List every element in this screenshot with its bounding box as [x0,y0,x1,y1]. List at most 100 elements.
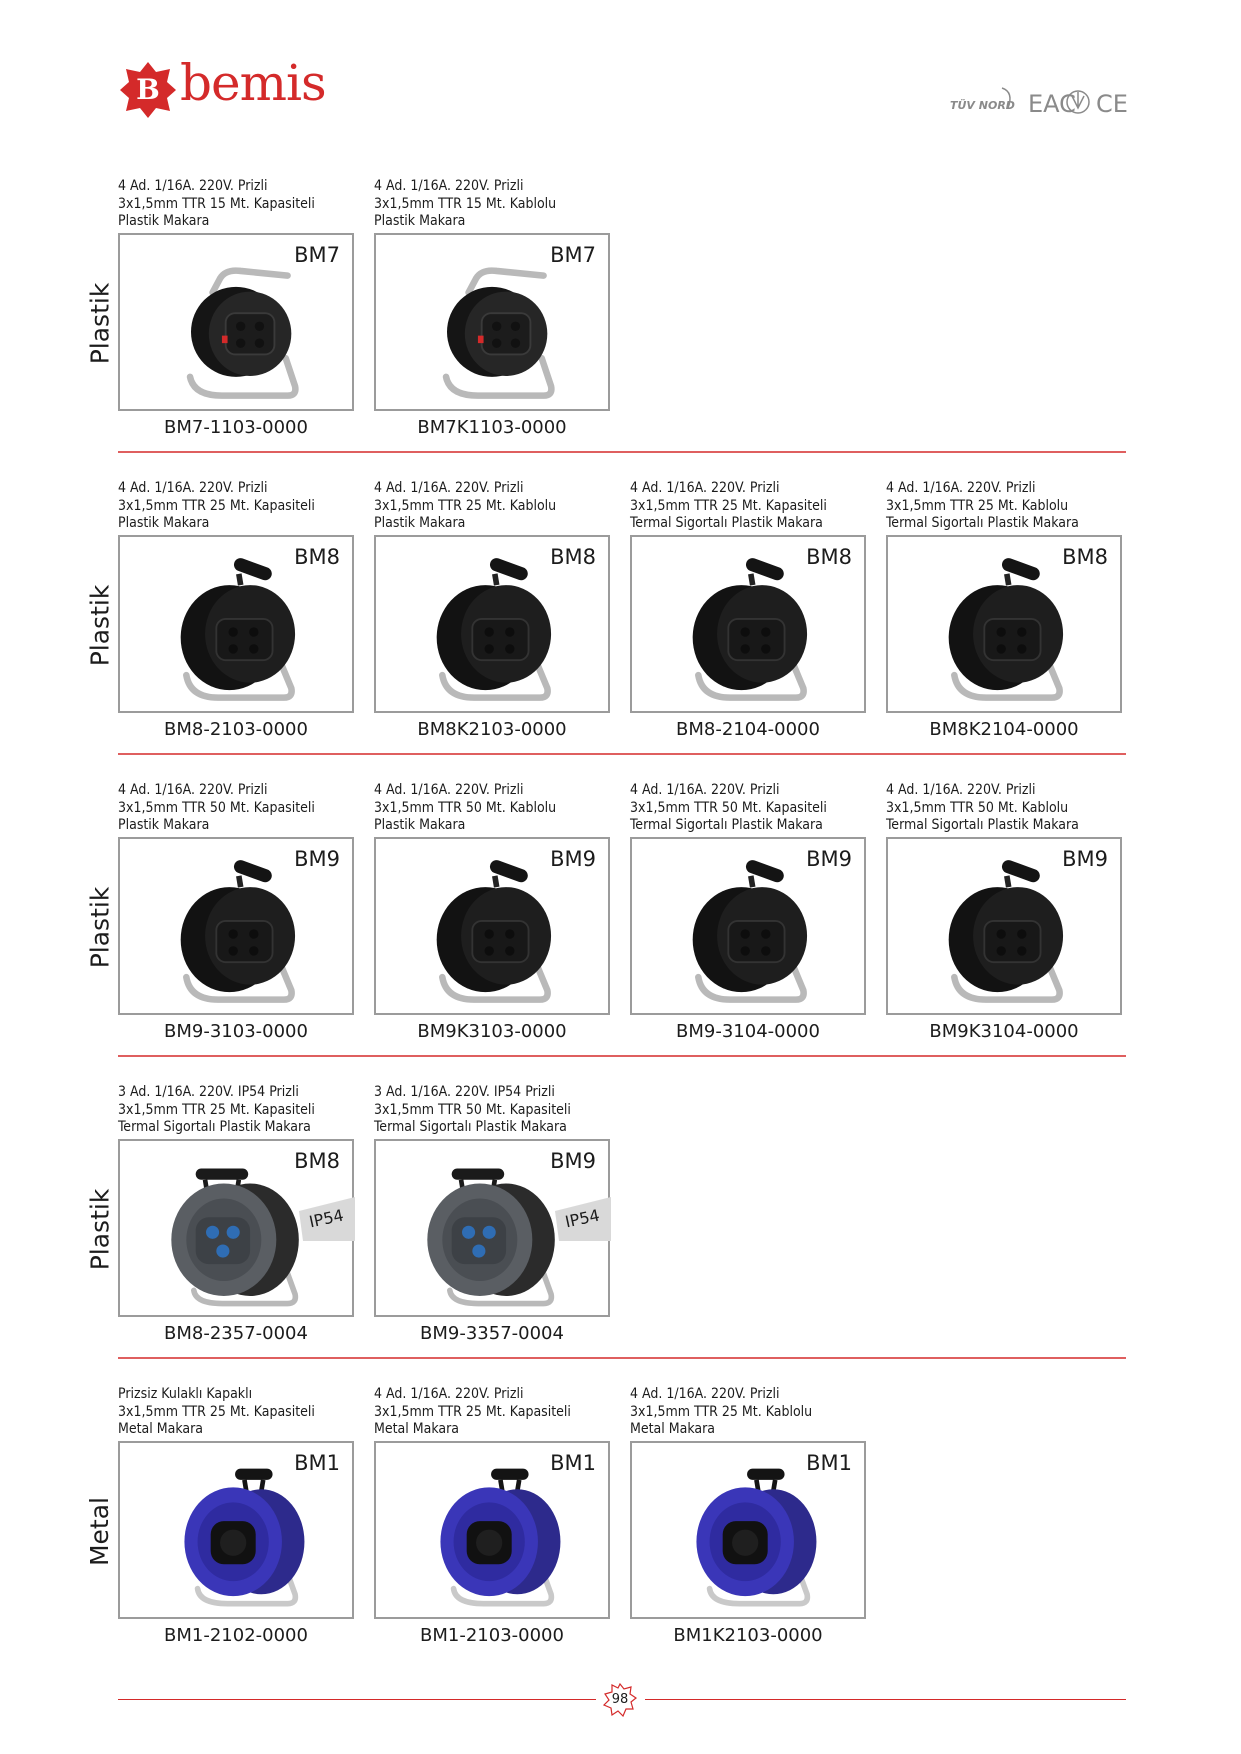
section-category-text: Metal [85,1496,115,1566]
ce-icon: CE [1096,90,1128,118]
section-category-text: Plastik [85,282,115,364]
product-description-line: 4 Ad. 1/16A. 220V. Prizli [374,178,524,194]
product-description-line: Termal Sigortalı Plastik Makara [630,515,823,531]
product-image-card: BM9 [374,837,610,1015]
page-number-badge-icon [603,1683,637,1717]
section-divider [118,753,1126,755]
product-item: 4 Ad. 1/16A. 220V. Prizli 3x1,5mm TTR 25 … [630,480,866,740]
section-category-label: Plastik [80,233,120,413]
ip-rating-tag-icon [299,1197,355,1241]
product-description: 4 Ad. 1/16A. 220V. Prizli 3x1,5mm TTR 50 … [374,782,610,835]
product-model: BM8 [294,545,340,569]
product-model: BM8 [1062,545,1108,569]
product-description-line: 3x1,5mm TTR 25 Mt. Kablolu [374,497,557,514]
section-category-text: Plastik [85,584,115,666]
product-item: 3 Ad. 1/16A. 220V. IP54 Prizli 3x1,5mm TT… [374,1084,611,1344]
section-divider [118,1055,1126,1057]
product-image-card: BM7 [374,233,610,411]
product-description-line: 3x1,5mm TTR 25 Mt. Kapasiteli [118,1101,315,1118]
cable-reel-icon [692,558,808,701]
tuv-nord-icon: TÜV NORD [950,87,1015,112]
product-image-card: BM7 [118,233,354,411]
product-code: BM9-3103-0000 [164,1021,308,1042]
product-description-line: Plastik Makara [118,817,210,833]
page-number: 98 [611,1692,629,1707]
product-model: BM9 [294,847,340,871]
product-description-line: 3x1,5mm TTR 25 Mt. Kablolu [886,497,1069,514]
product-item: 4 Ad. 1/16A. 220V. Prizli 3x1,5mm TTR 50 … [118,782,354,1042]
eac-icon: EAC [1028,90,1076,118]
product-description-line: Plastik Makara [118,213,210,229]
product-code: BM9-3357-0004 [420,1323,564,1344]
product-item: Prizsiz Kulaklı Kapaklı 3x1,5mm TTR 25 Mt… [118,1386,354,1646]
cable-reel-icon [696,1468,817,1607]
product-code: BM7K1103-0000 [417,417,567,438]
section-category-label: Metal [80,1441,120,1621]
bemis-logo: B [120,62,176,118]
product-item: 4 Ad. 1/16A. 220V. Prizli 3x1,5mm TTR 15 … [118,178,354,438]
product-description: Prizsiz Kulaklı Kapaklı 3x1,5mm TTR 25 Mt… [118,1386,354,1439]
product-description: 3 Ad. 1/16A. 220V. IP54 Prizli 3x1,5mm TT… [118,1084,354,1137]
product-item: 4 Ad. 1/16A. 220V. Prizli 3x1,5mm TTR 25 … [630,1386,866,1646]
product-description-line: Metal Makara [374,1421,460,1437]
product-description-line: 3x1,5mm TTR 25 Mt. Kapasiteli [374,1403,571,1420]
product-item: 4 Ad. 1/16A. 220V. Prizli 3x1,5mm TTR 50 … [374,782,610,1042]
safety-mark-icon [1066,90,1090,114]
cable-reel-icon [171,1168,299,1307]
product-description: 4 Ad. 1/16A. 220V. Prizli 3x1,5mm TTR 15 … [118,178,354,231]
product-model: BM8 [294,1149,340,1173]
ip-rating-tag-icon [555,1197,611,1241]
product-description: 4 Ad. 1/16A. 220V. Prizli 3x1,5mm TTR 25 … [374,1386,610,1439]
product-code: BM8-2104-0000 [676,719,820,740]
cable-reel-icon [186,267,299,399]
product-description-line: 4 Ad. 1/16A. 220V. Prizli [886,480,1036,496]
product-description-line: Termal Sigortalı Plastik Makara [886,515,1079,531]
product-code: BM8-2357-0004 [164,1323,308,1344]
footer-line-left [118,1699,596,1700]
product-description-line: 3x1,5mm TTR 50 Mt. Kapasiteli [118,799,315,816]
product-description-line: Plastik Makara [374,515,466,531]
product-description-line: 4 Ad. 1/16A. 220V. Prizli [118,782,268,798]
product-description: 4 Ad. 1/16A. 220V. Prizli 3x1,5mm TTR 25 … [630,480,866,533]
product-code: BM9-3104-0000 [676,1021,820,1042]
logo-letter: B [136,73,160,106]
product-description: 4 Ad. 1/16A. 220V. Prizli 3x1,5mm TTR 50 … [886,782,1122,835]
product-model: BM9 [806,847,852,871]
product-description: 3 Ad. 1/16A. 220V. IP54 Prizli 3x1,5mm TT… [374,1084,610,1137]
cable-reel-icon [948,860,1064,1003]
product-image-card: BM9 [118,837,354,1015]
section-category-label: Plastik [80,1139,120,1319]
cable-reel-icon [184,1468,305,1607]
product-description-line: 4 Ad. 1/16A. 220V. Prizli [374,480,524,496]
svg-text:TÜV NORD: TÜV NORD [950,98,1015,112]
product-image-card: BM9 IP54 [374,1139,611,1317]
product-item: 4 Ad. 1/16A. 220V. Prizli 3x1,5mm TTR 50 … [886,782,1122,1042]
svg-text:CE: CE [1096,90,1128,118]
svg-text:EAC: EAC [1028,90,1076,118]
product-description-line: 3x1,5mm TTR 50 Mt. Kablolu [886,799,1069,816]
product-description: 4 Ad. 1/16A. 220V. Prizli 3x1,5mm TTR 15 … [374,178,610,231]
product-description-line: 4 Ad. 1/16A. 220V. Prizli [630,480,780,496]
product-description-line: Termal Sigortalı Plastik Makara [630,817,823,833]
cable-reel-icon [442,267,555,399]
product-description-line: 4 Ad. 1/16A. 220V. Prizli [630,1386,780,1402]
product-code: BM1K2103-0000 [673,1625,823,1646]
product-description-line: 3x1,5mm TTR 25 Mt. Kablolu [630,1403,813,1420]
product-model: BM9 [550,1149,596,1173]
product-model: BM8 [806,545,852,569]
product-description-line: 4 Ad. 1/16A. 220V. Prizli [118,480,268,496]
section-category-label: Plastik [80,837,120,1017]
product-description-line: Plastik Makara [374,213,466,229]
product-description-line: 3x1,5mm TTR 25 Mt. Kapasiteli [630,497,827,514]
product-description: 4 Ad. 1/16A. 220V. Prizli 3x1,5mm TTR 25 … [886,480,1122,533]
product-code: BM8K2104-0000 [929,719,1079,740]
product-item: 4 Ad. 1/16A. 220V. Prizli 3x1,5mm TTR 25 … [374,480,610,740]
section-category-text: Plastik [85,886,115,968]
cable-reel-icon [440,1468,561,1607]
cable-reel-icon [180,558,296,701]
product-description-line: Prizsiz Kulaklı Kapaklı [118,1386,253,1402]
cable-reel-icon [427,1168,555,1307]
product-description-line: Metal Makara [630,1421,716,1437]
product-image-card: BM9 [630,837,866,1015]
product-item: 4 Ad. 1/16A. 220V. Prizli 3x1,5mm TTR 25 … [886,480,1122,740]
